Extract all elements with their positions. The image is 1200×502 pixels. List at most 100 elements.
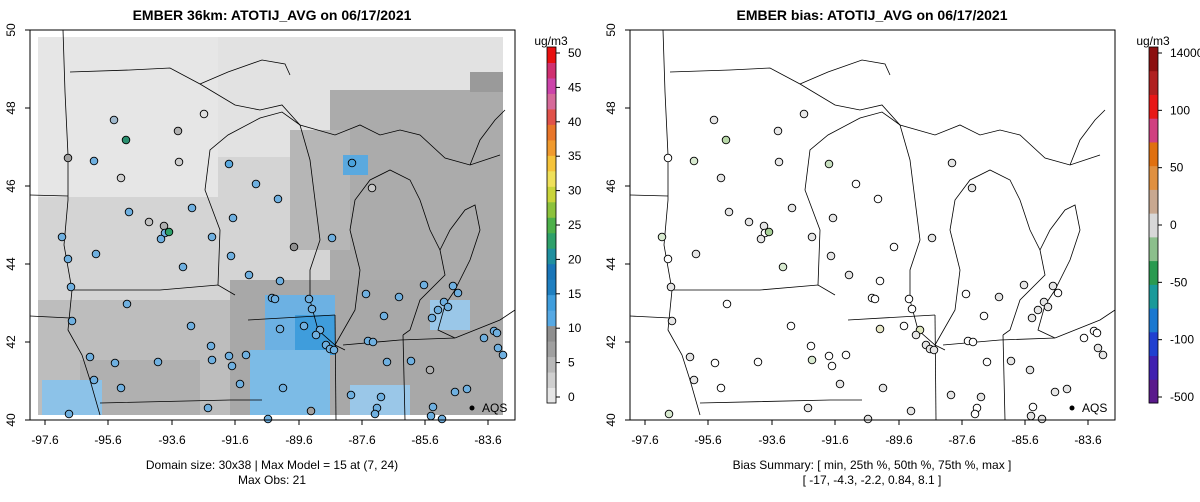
bias-site xyxy=(664,409,674,419)
model-footer-maxobs: Max Obs: 21 xyxy=(238,473,306,487)
bias-site xyxy=(807,355,817,365)
colorbar-tick-label: -50 xyxy=(1170,275,1188,289)
colorbar-swatch xyxy=(1149,308,1158,333)
obs-site xyxy=(207,232,217,242)
bias-site xyxy=(835,379,845,389)
model-colorbar: ug/m3 0 5 10 15 20 25 30 35 40 45 50 xyxy=(534,34,581,404)
model-colorbar-unit: ug/m3 xyxy=(534,34,568,48)
bias-obs-sites xyxy=(657,109,1108,424)
model-aqs-legend: AQS xyxy=(469,401,507,415)
y-tick-label: 50 xyxy=(4,23,18,37)
obs-site xyxy=(67,316,77,326)
bias-site xyxy=(824,351,834,361)
bias-site xyxy=(982,357,992,367)
model-colorbar-gradient xyxy=(547,47,556,404)
x-tick-label: -87.6 xyxy=(948,433,976,447)
model-footer-domain: Domain size: 30x38 | Max Model = 15 at (… xyxy=(146,458,398,472)
bias-site xyxy=(721,135,731,145)
bias-site xyxy=(722,299,732,309)
bias-site xyxy=(947,158,957,168)
bias-site xyxy=(1092,328,1102,338)
obs-site xyxy=(368,337,378,347)
bias-site xyxy=(666,282,676,292)
obs-site xyxy=(156,234,166,244)
colorbar-swatch xyxy=(1149,260,1158,285)
x-tick-label: -85.6 xyxy=(411,433,439,447)
colorbar-swatch xyxy=(547,341,556,358)
bias-site xyxy=(689,375,699,385)
bias-site xyxy=(1033,305,1043,315)
obs-site xyxy=(63,153,73,163)
y-tick-label: 40 xyxy=(604,413,618,427)
bias-site xyxy=(799,109,809,119)
colorbar-swatch xyxy=(1149,165,1158,190)
obs-site xyxy=(273,194,283,204)
obs-site xyxy=(347,158,357,168)
colorbar-swatch xyxy=(1149,355,1158,380)
aqs-legend-label: AQS xyxy=(1082,401,1107,415)
obs-site xyxy=(361,289,371,299)
obs-site xyxy=(186,321,196,331)
x-tick-label: -91.6 xyxy=(821,433,849,447)
obs-site xyxy=(199,109,209,119)
obs-site xyxy=(493,343,503,353)
y-tick-label: 46 xyxy=(4,179,18,193)
obs-site xyxy=(187,203,197,213)
model-colorbar-ticks: 0 5 10 15 20 25 30 35 40 45 50 xyxy=(556,46,582,404)
bias-site xyxy=(979,311,989,321)
obs-site xyxy=(116,383,126,393)
obs-site xyxy=(394,292,404,302)
bias-site xyxy=(716,173,726,183)
bias-site xyxy=(970,409,980,419)
colorbar-swatch xyxy=(1149,189,1158,214)
colorbar-tick-label: 35 xyxy=(568,149,582,163)
colorbar-swatch xyxy=(547,108,556,125)
x-tick-label: -97.6 xyxy=(31,433,59,447)
colorbar-swatch xyxy=(1149,141,1158,167)
obs-site xyxy=(327,233,337,243)
obs-site xyxy=(379,311,389,321)
colorbar-swatch xyxy=(547,155,556,172)
bias-site xyxy=(875,276,885,286)
bias-site xyxy=(946,390,956,400)
bias-site xyxy=(1043,302,1053,312)
bias-site xyxy=(967,183,977,193)
obs-site xyxy=(251,179,261,189)
colorbar-tick-label: 14000 xyxy=(1170,46,1200,60)
colorbar-tick-label: 100 xyxy=(1170,103,1190,117)
model-y-axis: 40 42 44 46 48 50 xyxy=(4,23,30,427)
model-grid-layer xyxy=(38,37,503,415)
obs-site xyxy=(224,351,234,361)
colorbar-swatch xyxy=(547,248,556,265)
colorbar-tick-label: 5 xyxy=(568,356,575,370)
bias-site xyxy=(994,292,1004,302)
obs-site xyxy=(178,262,188,272)
x-tick-label: -97.6 xyxy=(631,433,659,447)
aqs-legend-dot xyxy=(469,405,475,411)
obs-site xyxy=(426,411,436,421)
bias-site xyxy=(787,203,797,213)
colorbar-swatch xyxy=(547,263,556,280)
colorbar-swatch xyxy=(547,387,556,404)
bias-site xyxy=(870,294,880,304)
bias-site xyxy=(774,157,784,167)
obs-site xyxy=(370,409,380,419)
bias-footer-values: [ -17, -4.3, -2.2, 0.84, 8.1 ] xyxy=(803,473,942,487)
obs-site xyxy=(433,305,443,315)
colorbar-swatch xyxy=(547,124,556,141)
obs-site xyxy=(450,387,460,397)
bias-site xyxy=(1050,387,1060,397)
y-tick-label: 46 xyxy=(604,179,618,193)
model-map-boundaries xyxy=(30,30,515,420)
bias-x-axis: -97.6 -95.6 -93.6 -91.6 -89.6 -87.6 -85.… xyxy=(631,420,1102,447)
bias-site xyxy=(786,321,796,331)
colorbar-swatch xyxy=(1149,47,1158,72)
obs-site xyxy=(244,270,254,280)
bias-site xyxy=(773,126,783,136)
colorbar-tick-label: 15 xyxy=(568,287,582,301)
x-tick-label: -83.6 xyxy=(474,433,502,447)
bias-site xyxy=(1062,384,1072,394)
bias-site xyxy=(685,352,695,362)
colorbar-swatch xyxy=(547,77,556,94)
obs-site xyxy=(64,409,74,419)
